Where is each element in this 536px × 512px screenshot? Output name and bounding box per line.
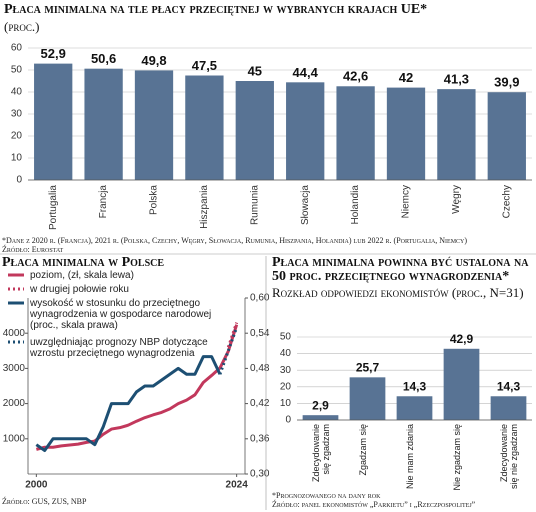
- value-label: 14,3: [497, 379, 521, 393]
- bar: [185, 75, 224, 180]
- value-label: 42,6: [343, 69, 368, 84]
- x-tick-label: Zdecydowanie się zgadzam: [310, 424, 331, 483]
- value-label: 2,9: [312, 398, 329, 412]
- bar: [349, 377, 386, 420]
- x-tick-label: 2024: [226, 480, 249, 491]
- bar: [386, 87, 426, 180]
- footnote: *Dane z 2020 r. (Francja), 2021 r. (Pols…: [2, 236, 468, 245]
- x-tick-label: Niemcy: [401, 185, 412, 218]
- value-label: 49,8: [141, 53, 166, 68]
- x-tick-label: 2000: [25, 480, 48, 491]
- value-label: 52,9: [41, 46, 66, 61]
- x-tick-label: Nie mam zdania: [404, 424, 415, 490]
- y2-tick-label: 0,54: [250, 328, 270, 339]
- y-tick-label: 10: [11, 153, 23, 164]
- value-label: 47,5: [192, 58, 217, 73]
- source: Źródło: panel ekonomistów „Parkietu” i „…: [272, 500, 476, 509]
- value-label: 14,3: [403, 379, 427, 393]
- y-tick-label: 50: [11, 65, 23, 76]
- bar: [443, 348, 480, 420]
- bar: [437, 89, 476, 180]
- y-tick-label: 50: [280, 332, 292, 343]
- bar: [302, 415, 339, 420]
- source: Źródło: Eurostat: [2, 245, 64, 254]
- x-tick-label: Portugalia: [48, 185, 59, 230]
- value-label: 25,7: [356, 361, 380, 375]
- x-tick-label: Hiszpania: [199, 185, 210, 229]
- y-tick-label: 40: [280, 348, 292, 359]
- x-tick-label: Zdecydowanie się nie zgadzam: [498, 424, 519, 490]
- y2-tick-label: 0,30: [250, 469, 270, 480]
- y2-tick-label: 0,48: [250, 363, 270, 374]
- y-tick-label: 40: [11, 87, 23, 98]
- y-tick-label: 0: [16, 175, 22, 186]
- legend-label: poziom, (zł, skala lewa): [30, 270, 134, 281]
- y-tick-label: 3000: [3, 363, 26, 374]
- y-tick-label: 30: [11, 109, 23, 120]
- x-tick-label: Nie zgadzam się: [451, 424, 462, 491]
- series-line: [226, 322, 239, 348]
- bar: [84, 68, 123, 180]
- series-line: [218, 326, 239, 375]
- legend-label: wysokość w stosunku do przeciętnego wyna…: [30, 298, 212, 331]
- x-tick-label: Słowacja: [300, 185, 311, 225]
- y2-tick-label: 0,60: [250, 293, 270, 304]
- bar: [336, 86, 375, 180]
- y-tick-label: 20: [11, 131, 23, 142]
- y-tick-label: 0: [285, 415, 291, 426]
- value-label: 41,3: [444, 72, 469, 87]
- bar: [34, 63, 73, 181]
- x-tick-label: Holandia: [350, 185, 361, 225]
- bar: [235, 81, 274, 180]
- bar: [490, 396, 527, 420]
- bar: [134, 70, 174, 180]
- chart-subtitle: (proc.): [4, 19, 40, 34]
- bar: [396, 396, 433, 420]
- x-tick-label: Rumunia: [249, 185, 260, 225]
- legend-label: w drugiej połowie roku: [30, 284, 129, 295]
- y-tick-label: 60: [11, 43, 23, 54]
- bar: [487, 92, 526, 180]
- x-tick-label: Czechy: [501, 185, 512, 218]
- y2-tick-label: 0,42: [250, 398, 270, 409]
- chart-title: Płaca minimalna na tle płacy przeciętnej…: [4, 2, 428, 17]
- chart-title: Płaca minimalna powinna być ustalona na …: [272, 255, 529, 284]
- source: Źródło: GUS, ZUS, NBP: [2, 497, 87, 506]
- y-tick-label: 4000: [3, 328, 26, 339]
- y-tick-label: 1000: [3, 433, 26, 444]
- y-tick-label: 2000: [3, 398, 26, 409]
- x-tick-label: Zgadzam się: [357, 424, 368, 476]
- y2-tick-label: 0,36: [250, 433, 270, 444]
- chart-subtitle: Rozkład odpowiedzi ekonomistów (proc., N…: [272, 285, 524, 300]
- value-label: 39,9: [494, 75, 519, 90]
- x-tick-label: Polska: [149, 185, 160, 215]
- value-label: 42,9: [450, 332, 474, 346]
- legend-label: uwzględniając prognozy NBP dotyczące wzr…: [30, 337, 208, 359]
- x-tick-label: Węgry: [451, 185, 462, 214]
- footnote: *Prognozowanego na dany rok: [272, 491, 381, 500]
- value-label: 45: [248, 63, 262, 78]
- y-tick-label: 10: [280, 398, 292, 409]
- chart-title: Płaca minimalna w Polsce: [2, 255, 165, 270]
- y-tick-label: 20: [280, 381, 292, 392]
- series-line: [35, 324, 239, 451]
- y-tick-label: 30: [280, 365, 292, 376]
- bar: [286, 82, 325, 180]
- series-line: [35, 355, 222, 453]
- value-label: 42: [399, 70, 413, 85]
- x-tick-label: Francja: [98, 185, 109, 219]
- value-label: 50,6: [91, 51, 116, 66]
- value-label: 44,4: [293, 65, 319, 80]
